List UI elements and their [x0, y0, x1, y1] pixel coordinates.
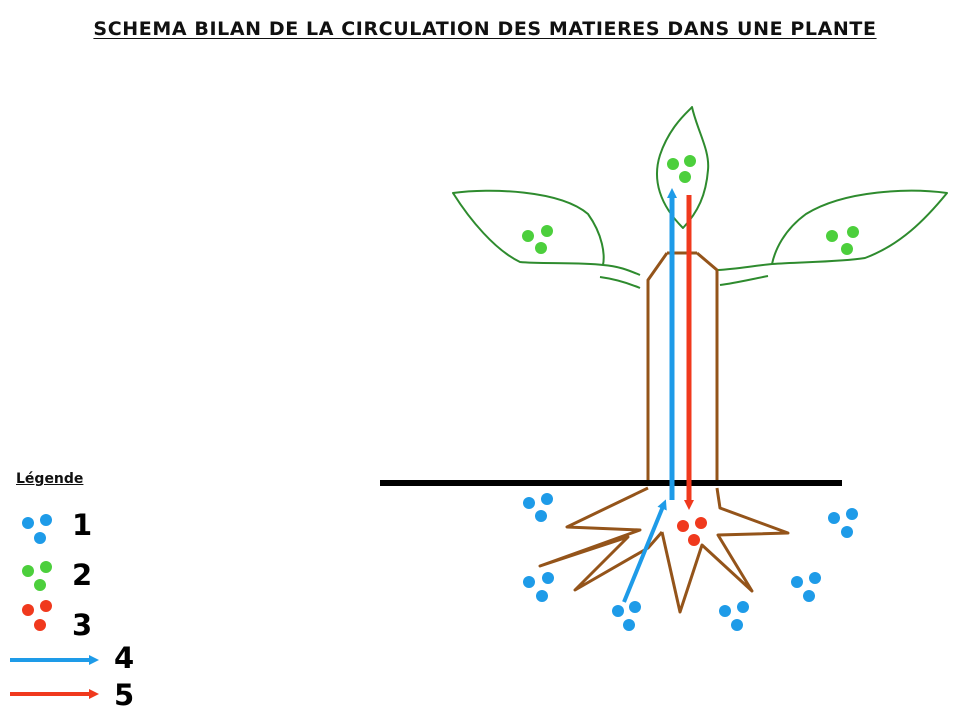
stem-left-edge [646, 252, 669, 483]
green-dot-clusters [522, 155, 859, 255]
green-dots-icon [22, 561, 52, 591]
legend-label-1: 1 [72, 508, 93, 542]
root-outline-bottom [660, 487, 790, 614]
legend-label-5: 5 [114, 678, 135, 712]
legend-symbols [10, 514, 99, 699]
right-leaf [771, 189, 948, 265]
legend-label-3: 3 [72, 608, 93, 642]
root-uptake-arrow [622, 499, 667, 603]
red-dot-cluster [677, 517, 707, 546]
left-petiole [599, 264, 641, 289]
stem-right-edge [696, 251, 719, 483]
diagram-title: SCHEMA BILAN DE LA CIRCULATION DES MATIE… [93, 18, 877, 40]
right-petiole [717, 263, 773, 286]
left-leaf [452, 189, 605, 266]
legend-title: Légende [16, 471, 84, 487]
red-dots-icon [22, 600, 52, 631]
blue-dot-clusters [523, 493, 858, 631]
legend-label-2: 2 [72, 558, 93, 592]
legend-label-4: 4 [114, 641, 135, 675]
root-outline-left [538, 486, 664, 592]
top-leaf [656, 106, 710, 229]
water-mineral-dots-icon [22, 514, 52, 544]
